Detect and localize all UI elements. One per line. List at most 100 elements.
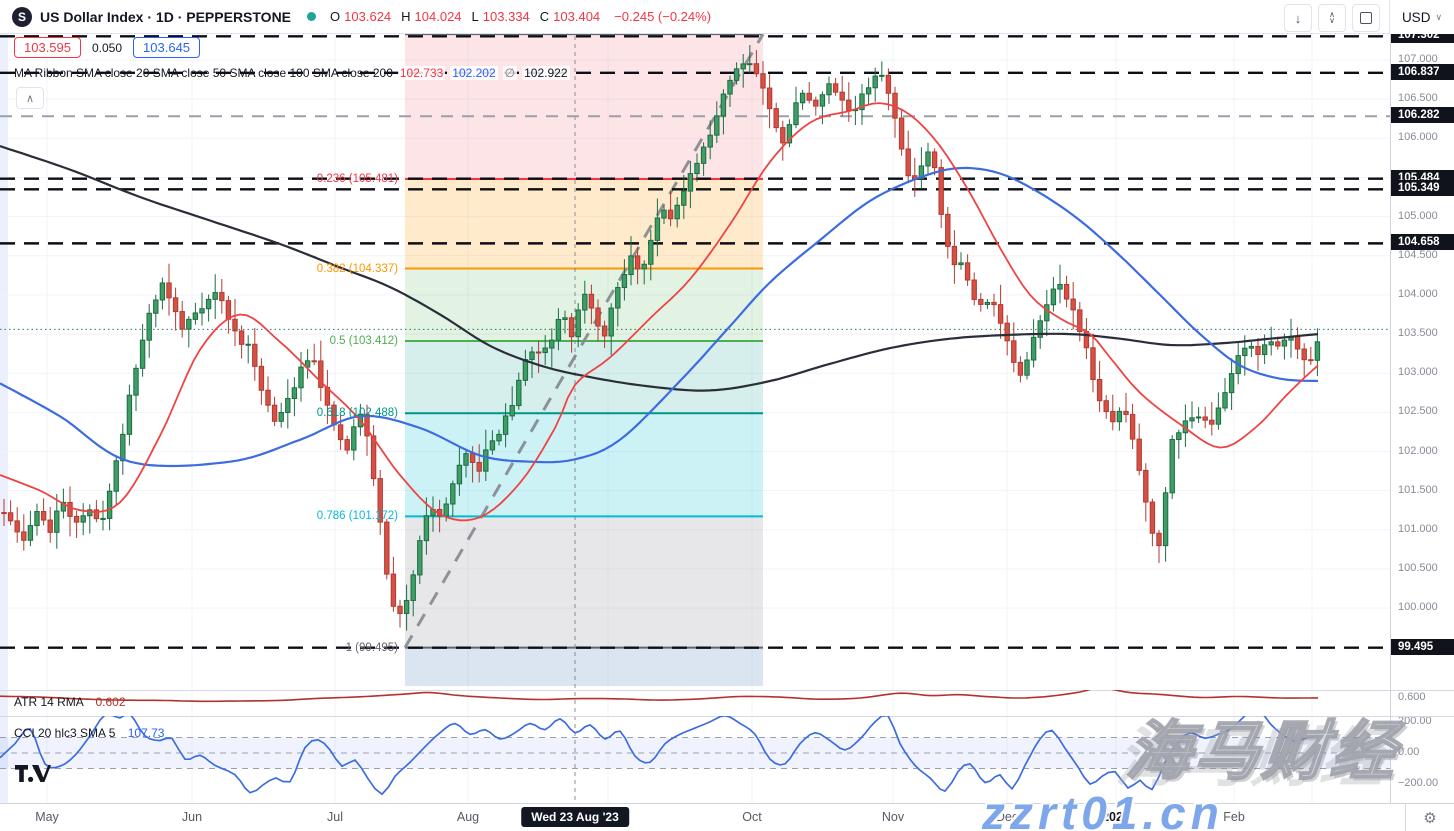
session-strip xyxy=(0,34,8,803)
chart-canvas[interactable] xyxy=(0,0,1390,803)
price-tick: 100.000 xyxy=(1398,601,1438,614)
ma-ribbon-legend[interactable]: MA Ribbon SMA close 20 SMA close 50 SMA … xyxy=(14,66,570,80)
time-label: Aug xyxy=(456,810,480,824)
toolbar-actions: ↓ ∧ ∨ xyxy=(1284,4,1380,32)
price-tick: 105.000 xyxy=(1398,209,1438,222)
collapse-icon: ∧ ∨ xyxy=(1329,10,1335,25)
watermark-cn: 海马财经 xyxy=(1123,714,1405,788)
price-level-badge: 99.495 xyxy=(1391,638,1454,655)
ma-layer xyxy=(0,102,1319,522)
top-toolbar: S US Dollar Index · 1D · PEPPERSTONE O 1… xyxy=(0,0,1454,34)
currency-label: USD xyxy=(1401,9,1431,25)
high-value: 104.024 xyxy=(414,9,462,24)
fib-zone xyxy=(405,647,763,686)
change-value: −0.245 (−0.24%) xyxy=(614,9,712,24)
price-tick: 104.500 xyxy=(1398,248,1438,261)
sell-price-button[interactable]: 103.595 xyxy=(14,37,81,58)
cci-layer xyxy=(0,716,1390,796)
trend-line xyxy=(403,33,765,649)
price-level-badge: 106.282 xyxy=(1391,107,1454,124)
price-tick: 107.000 xyxy=(1398,53,1438,65)
currency-dropdown[interactable]: USD ∨ xyxy=(1389,0,1454,34)
atr-line xyxy=(0,690,1318,703)
price-tick: 101.000 xyxy=(1398,522,1438,535)
high-label: H xyxy=(401,9,411,24)
ohlc-readout: O 103.624 H 104.024 L 103.334 C 103.404 … xyxy=(330,9,711,24)
price-tick: 106.500 xyxy=(1398,92,1438,105)
atr-layer xyxy=(0,690,1318,703)
symbol-title[interactable]: US Dollar Index · 1D · PEPPERSTONE xyxy=(40,8,292,25)
scroll-down-button[interactable]: ↓ xyxy=(1284,4,1312,32)
cci-value: 107.73 xyxy=(127,726,165,740)
price-level-badge: 106.837 xyxy=(1391,63,1454,80)
price-axis[interactable]: 107.000 106.500 106.000 105.000 104.500 104.0… xyxy=(1390,27,1454,803)
atr-legend[interactable]: ATR 14 RMA 0.602 xyxy=(14,695,126,709)
atr-value: 0.602 xyxy=(95,695,126,709)
ma50-value: 102.202 xyxy=(450,66,498,80)
low-label: L xyxy=(471,9,479,24)
fib-zone xyxy=(405,178,763,269)
time-label: Jun xyxy=(181,810,203,824)
indicator-tick: 200.00 xyxy=(1398,715,1432,727)
collapse-pane-button[interactable]: ∧ ∨ xyxy=(1318,4,1346,32)
time-label: Oct xyxy=(742,810,762,824)
legend-collapse-button[interactable]: ∧ xyxy=(16,87,44,109)
chevron-up-icon: ∧ xyxy=(25,92,35,105)
price-tick: 103.000 xyxy=(1398,366,1438,379)
fib-label: 0.618 (102.488) xyxy=(316,407,398,420)
time-label: Nov xyxy=(881,810,905,824)
time-label: Jul xyxy=(327,810,343,824)
open-value: 103.624 xyxy=(344,9,392,24)
ma-ribbon-label: MA Ribbon SMA close 20 SMA close 50 SMA … xyxy=(14,66,393,80)
open-label: O xyxy=(330,9,341,24)
maximize-button[interactable] xyxy=(1352,4,1380,32)
cci-legend[interactable]: CCI 20 hlc3 SMA 5 107.73 xyxy=(14,726,164,740)
price-tick: 104.000 xyxy=(1398,287,1438,300)
axis-separator xyxy=(1391,690,1454,691)
price-tick: 103.500 xyxy=(1398,327,1438,340)
close-label: C xyxy=(539,9,550,24)
fib-zone xyxy=(405,34,763,179)
time-label: Dec xyxy=(995,810,1019,824)
time-axis[interactable]: Wed 23 Aug '23 ⚙ MayJunJulAugSepOctNovDe… xyxy=(0,803,1454,831)
low-value: 103.334 xyxy=(482,9,530,24)
indicator-tick: −200.00 xyxy=(1398,777,1439,789)
ma20-value: 102.733 xyxy=(397,66,446,80)
cci-line xyxy=(0,716,1319,796)
fib-zone xyxy=(405,516,763,648)
sma200-line xyxy=(0,145,1319,392)
fib-label: 0.786 (101.172) xyxy=(316,510,398,523)
price-level-badge: 104.658 xyxy=(1391,234,1454,251)
time-label: May xyxy=(35,810,59,824)
indicator-tick: 0.00 xyxy=(1398,746,1420,758)
market-status-icon xyxy=(307,12,317,21)
chevron-down-icon: ∨ xyxy=(1435,11,1443,22)
buy-price-button[interactable]: 103.645 xyxy=(133,37,201,58)
fib-label: 1 (99.495) xyxy=(345,641,398,654)
cci-label: CCI 20 hlc3 SMA 5 xyxy=(14,726,116,740)
symbol-logo[interactable]: S xyxy=(12,6,32,27)
axis-separator xyxy=(1391,716,1454,717)
sma20-line xyxy=(0,102,1319,522)
close-value: 103.404 xyxy=(553,9,601,24)
date-badge: Wed 23 Aug '23 xyxy=(521,807,629,827)
sma50-line xyxy=(0,166,1319,468)
fib-label: 0.382 (104.337) xyxy=(316,262,398,275)
watermark-url: zzrt01.cn xyxy=(982,787,1224,831)
tradingview-logo[interactable] xyxy=(15,765,51,782)
candles-layer xyxy=(1,44,1321,631)
indicator-tick: 0.600 xyxy=(1398,691,1426,703)
quote-row: 103.595 0.050 103.645 xyxy=(14,37,201,58)
ma200-value: 102.922 xyxy=(522,66,570,80)
price-tick: 101.500 xyxy=(1398,483,1438,496)
ma100-value: ∅ xyxy=(502,66,518,80)
time-label: Feb xyxy=(1223,810,1245,824)
time-axis-settings[interactable]: ⚙ xyxy=(1405,804,1454,831)
time-label: 2024 xyxy=(1102,810,1130,824)
gear-icon: ⚙ xyxy=(1423,809,1437,827)
fib-label: 0.5 (103.412) xyxy=(329,334,398,347)
price-tick: 102.000 xyxy=(1398,444,1438,457)
price-tick: 102.500 xyxy=(1398,405,1438,418)
maximize-icon xyxy=(1360,12,1372,24)
